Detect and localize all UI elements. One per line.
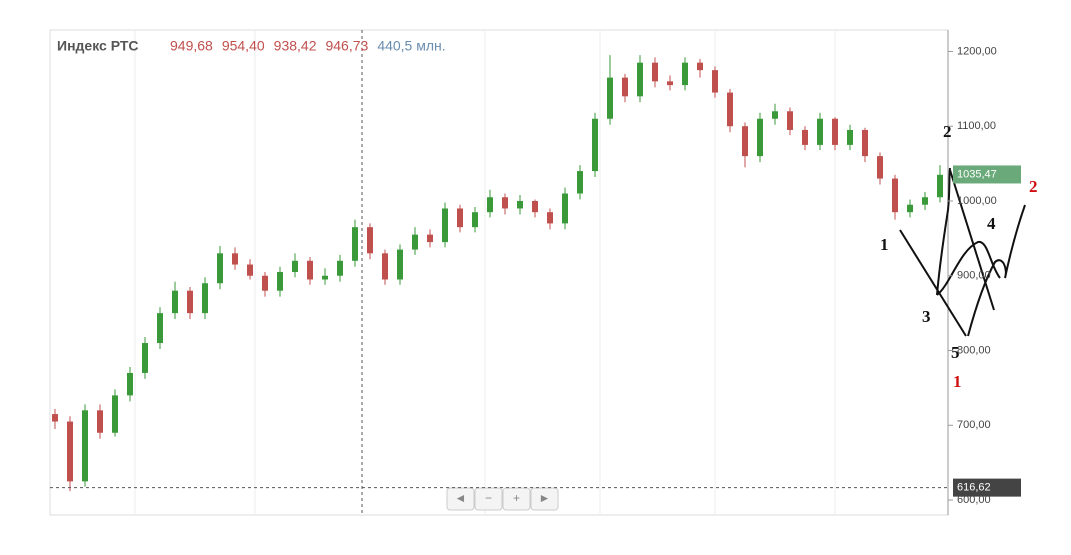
candle-body bbox=[832, 118, 838, 145]
y-tick-label: 600,00 bbox=[957, 494, 991, 506]
candle-body bbox=[202, 283, 208, 314]
y-tick-label: 700,00 bbox=[957, 419, 991, 431]
candle-body bbox=[517, 200, 523, 209]
annotation: 2 bbox=[943, 122, 952, 141]
candle-body bbox=[652, 62, 658, 82]
annotation: 1 bbox=[953, 372, 962, 391]
candle-body bbox=[607, 77, 613, 119]
header-value: 954,40 bbox=[222, 38, 265, 54]
annotations: 2 1 4 3 5 1 2 bbox=[880, 122, 1038, 391]
candle-body bbox=[742, 126, 748, 157]
candle-body bbox=[292, 260, 298, 273]
candle-body bbox=[127, 372, 133, 396]
y-tick-label: 1100,00 bbox=[957, 120, 996, 132]
candle-body bbox=[922, 197, 928, 205]
header: Индекс РТС 949,68 954,40 938,42 946,73 440,5… bbox=[57, 38, 446, 54]
candle-body bbox=[337, 260, 343, 276]
candle-body bbox=[457, 208, 463, 228]
candle-body bbox=[367, 227, 373, 254]
candle-body bbox=[892, 178, 898, 213]
last-price-label: 1035,47 bbox=[957, 168, 997, 180]
candle-body bbox=[277, 272, 283, 291]
candle-body bbox=[97, 410, 103, 433]
candle-body bbox=[862, 129, 868, 157]
header-value: 949,68 bbox=[170, 38, 213, 54]
hand-drawing bbox=[899, 167, 1026, 337]
annotation: 5 bbox=[951, 343, 960, 362]
candle-body bbox=[52, 414, 58, 422]
nav-button-label[interactable]: ► bbox=[539, 491, 551, 505]
candle-body bbox=[442, 208, 448, 243]
candle-body bbox=[622, 77, 628, 97]
crosshair-tag bbox=[953, 478, 1021, 497]
candle-body bbox=[817, 118, 823, 145]
candle-body bbox=[307, 260, 313, 280]
candle-body bbox=[757, 118, 763, 157]
candle-body bbox=[487, 197, 493, 213]
candle-body bbox=[532, 200, 538, 213]
nav-button[interactable] bbox=[502, 487, 531, 511]
candle-body bbox=[592, 118, 598, 172]
candle-body bbox=[502, 197, 508, 209]
plot-area bbox=[49, 29, 949, 516]
candle-body bbox=[67, 421, 73, 482]
y-tick-label: 1200,00 bbox=[957, 45, 997, 57]
candle-body bbox=[847, 129, 853, 145]
crosshair-label: 616,62 bbox=[957, 482, 991, 494]
candle-body bbox=[577, 171, 583, 194]
vertical-grid bbox=[134, 30, 836, 515]
candle-body bbox=[682, 62, 688, 86]
last-price-tag bbox=[953, 165, 1021, 184]
candle-body bbox=[262, 275, 268, 291]
candle-body bbox=[412, 234, 418, 250]
candle-body bbox=[667, 81, 673, 86]
candle-body bbox=[877, 156, 883, 179]
candle-body bbox=[697, 62, 703, 71]
navigation: ◄ − + ► bbox=[446, 487, 559, 511]
candle-body bbox=[712, 70, 718, 93]
header-value: 938,42 bbox=[274, 38, 317, 54]
y-tick-label: 900,00 bbox=[957, 270, 991, 282]
candle-body bbox=[562, 193, 568, 224]
candle-body bbox=[802, 129, 808, 145]
candle-body bbox=[142, 343, 148, 373]
chart-title: Индекс РТС bbox=[57, 38, 139, 54]
candle-body bbox=[232, 253, 238, 265]
annotation: 4 bbox=[987, 214, 996, 233]
candle-body bbox=[322, 275, 328, 280]
candle-body bbox=[772, 111, 778, 119]
candle-body bbox=[382, 253, 388, 280]
candle-body bbox=[247, 264, 253, 276]
nav-button-label[interactable]: + bbox=[513, 491, 520, 505]
header-value: 946,73 bbox=[325, 38, 368, 54]
candle-body bbox=[397, 249, 403, 280]
y-tick-label: 800,00 bbox=[957, 344, 991, 356]
candle-body bbox=[727, 92, 733, 127]
candle-body bbox=[187, 290, 193, 314]
annotation: 2 bbox=[1029, 177, 1038, 196]
y-tick-label: 1000,00 bbox=[957, 195, 997, 207]
candle-body bbox=[907, 204, 913, 213]
candle-body bbox=[472, 212, 478, 228]
candle-body bbox=[172, 290, 178, 314]
candle-body bbox=[787, 111, 793, 130]
volume: 440,5 млн. bbox=[377, 38, 445, 54]
nav-button-label[interactable]: ◄ bbox=[455, 491, 467, 505]
annotation: 1 bbox=[880, 235, 889, 254]
candle-body bbox=[82, 410, 88, 482]
candle-body bbox=[217, 253, 223, 284]
candle-body bbox=[937, 174, 943, 198]
candle-body bbox=[157, 313, 163, 344]
candle-body bbox=[352, 227, 358, 261]
candle-body bbox=[637, 62, 643, 97]
candle-body bbox=[427, 234, 433, 243]
candle-body bbox=[112, 395, 118, 433]
candle-body bbox=[547, 212, 553, 224]
annotation: 3 bbox=[922, 307, 931, 326]
nav-button-label[interactable]: − bbox=[485, 491, 492, 505]
